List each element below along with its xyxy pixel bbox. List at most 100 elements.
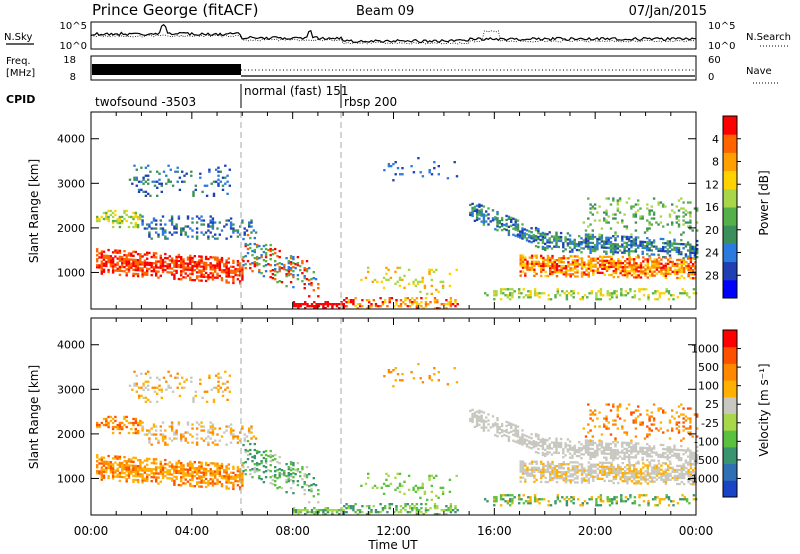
echo-cell [102,417,106,421]
echo-cell [680,243,683,246]
echo-cell [168,437,171,440]
echo-cell [289,467,293,470]
echo-cell [345,503,348,506]
echo-cell [258,271,261,274]
echo-cell [173,469,176,472]
echo-cell [236,274,240,277]
echo-cell [274,270,277,273]
echo-cell [204,467,208,471]
echo-cell [603,456,606,459]
echo-cell [229,481,233,484]
echo-cell [541,235,545,239]
echo-cell [130,458,133,461]
echo-cell [585,475,588,478]
echo-cell [630,456,633,459]
echo-cell [227,487,230,490]
echo-cell [382,482,386,485]
echo-cell [365,299,369,302]
echo-cell [606,294,609,297]
echo-cell [445,509,448,512]
echo-cell [118,219,122,223]
echo-cell [100,262,103,265]
echo-cell [133,382,136,385]
echo-cell [322,509,325,512]
echo-cell [218,274,221,278]
echo-cell [494,424,497,427]
echo-cell [223,431,226,434]
echo-cell [496,221,499,224]
echo-cell [164,441,167,444]
echo-cell [608,467,611,471]
echo-cell [313,507,316,510]
echo-cell [664,250,667,253]
echo-cell [599,504,603,507]
echo-cell [510,220,513,223]
echo-cell [500,229,504,232]
echo-cell [475,212,479,215]
echo-cell [116,473,119,476]
echo-cell [611,502,614,505]
echo-cell [623,225,626,228]
echo-cell [155,231,158,234]
echo-cell [620,292,623,295]
echo-cell [166,257,169,260]
echo-cell [521,433,524,436]
echo-cell [608,267,611,271]
echo-cell [478,409,481,412]
echo-cell [546,445,549,448]
echo-cell [595,502,598,505]
echo-cell [102,270,106,273]
echo-cell [666,458,669,461]
echo-cell [143,459,147,462]
echo-cell [694,265,697,268]
echo-cell [100,474,103,477]
echo-cell [203,184,207,187]
echo-cell [478,415,481,418]
echo-cell [211,227,215,230]
echo-cell [146,459,149,462]
echo-cell [603,471,606,474]
echo-cell [689,201,692,204]
echo-cell [541,437,545,441]
echo-cell [519,440,522,443]
echo-cell [410,371,413,374]
echo-cell [449,299,453,302]
echo-cell [269,276,272,279]
echo-cell [511,502,514,505]
echo-cell [626,270,629,273]
echo-cell [524,262,527,265]
echo-cell [533,470,536,473]
echo-cell [669,478,672,481]
echo-cell [667,292,671,295]
echo-cell [225,265,228,268]
echo-cell [219,170,222,173]
echo-cell [111,261,115,264]
echo-cell [109,209,113,213]
echo-cell [532,444,535,447]
echo-cell [150,433,153,436]
echo-cell [449,503,453,506]
echo-cell [157,439,160,442]
echo-cell [191,462,194,466]
echo-cell [680,480,683,484]
echo-cell [664,472,668,475]
echo-cell [646,459,649,462]
echo-cell [130,427,133,431]
echo-cell [189,482,192,485]
echo-cell [207,276,210,279]
echo-cell [308,489,311,492]
echo-cell [582,221,585,224]
echo-cell [162,376,166,379]
echo-cell [667,268,670,271]
echo-cell [614,213,617,216]
echo-cell [136,225,140,229]
echo-cell [253,448,256,452]
echo-cell [130,252,133,255]
echo-cell [548,231,551,234]
echo-cell [195,427,199,430]
echo-cell [285,285,288,288]
echo-cell [278,266,281,269]
echo-cell [689,249,692,252]
echo-cell [212,400,216,403]
echo-cell [359,303,362,306]
